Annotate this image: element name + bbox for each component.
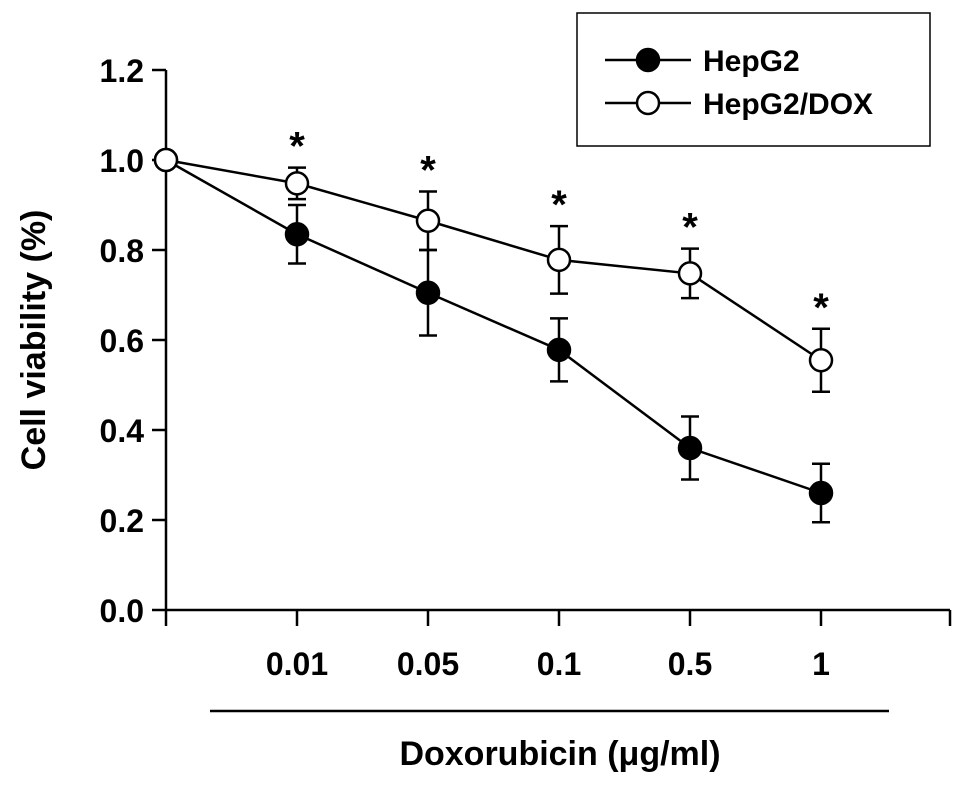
data-point — [808, 348, 834, 373]
series-line — [165, 158, 822, 495]
significance-marker: * — [420, 149, 436, 193]
legend-marker — [635, 47, 661, 73]
series-line — [165, 158, 822, 362]
data-point — [808, 480, 834, 506]
x-tick-label: 0.05 — [397, 646, 459, 682]
data-point — [415, 208, 441, 233]
legend-label: HepG2 — [703, 45, 800, 78]
significance-marker: * — [682, 206, 698, 250]
significance-marker: * — [813, 286, 829, 330]
chart-axes: 0.0 0.2 0.4 0.6 0.8 1.0 1.2 0.01 0.05 0.1 0.5 1 — [100, 53, 952, 713]
y-tick-label: 0.4 — [100, 413, 145, 449]
y-tick-label: 1.0 — [100, 143, 144, 179]
x-tick-label: 0.1 — [537, 646, 581, 682]
series-hepg2-dox — [153, 147, 834, 393]
data-point — [153, 147, 179, 173]
chart-legend: HepG2 HepG2/DOX — [576, 12, 931, 147]
x-tick-label: 0.5 — [668, 646, 712, 682]
series-hepg2 — [153, 147, 834, 524]
x-tick-label: 1 — [812, 646, 830, 682]
y-tick-label: 0.8 — [100, 233, 144, 269]
data-point — [546, 337, 572, 363]
legend-marker — [635, 90, 661, 116]
significance-marker: * — [551, 183, 567, 227]
y-tick-label: 0.0 — [100, 593, 144, 629]
x-tick-label: 0.01 — [266, 646, 328, 682]
chart-series: * * * * * — [153, 125, 834, 524]
y-axis-label: Cell viability (%) — [15, 210, 53, 471]
significance-marker: * — [289, 125, 305, 169]
data-point — [284, 171, 310, 196]
y-tick-label: 0.6 — [100, 323, 144, 359]
x-axis-label: Doxorubicin (μg/ml) — [399, 735, 720, 773]
data-point — [677, 261, 703, 286]
data-point — [546, 247, 572, 273]
y-tick-label: 1.2 — [100, 53, 144, 89]
legend-box — [576, 12, 931, 147]
data-point — [415, 280, 441, 305]
legend-label: HepG2/DOX — [703, 88, 873, 121]
data-point — [284, 222, 310, 247]
y-tick-label: 0.2 — [100, 503, 144, 539]
data-point — [677, 435, 703, 461]
